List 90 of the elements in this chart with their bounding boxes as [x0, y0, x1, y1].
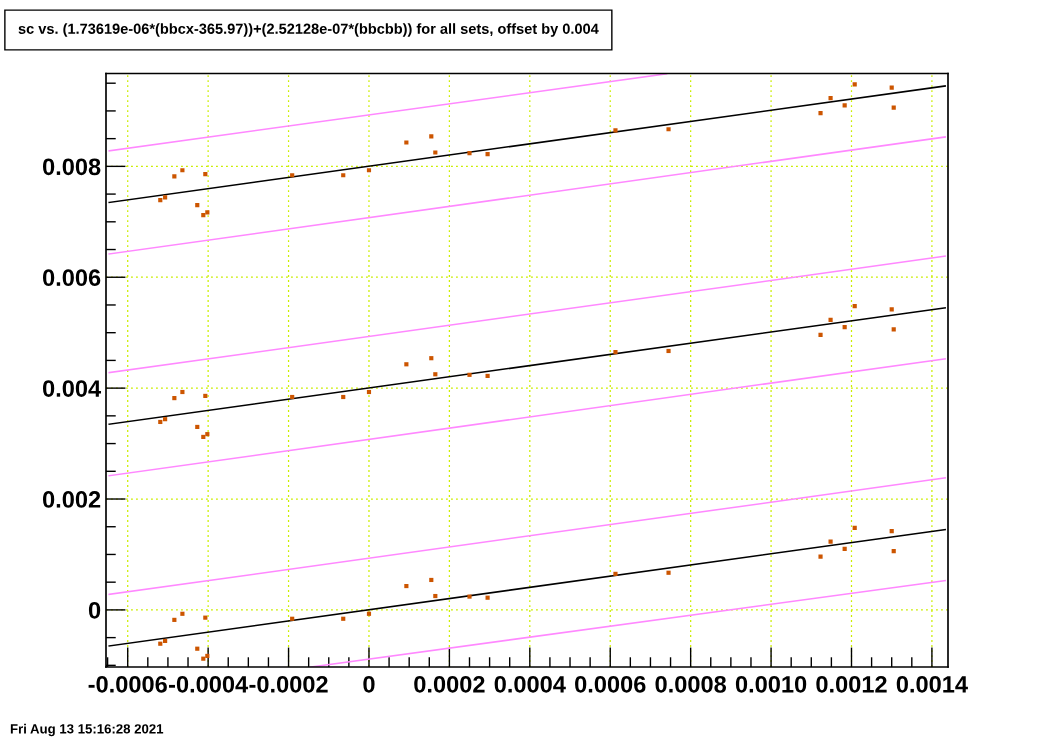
point: [613, 571, 618, 576]
point: [195, 424, 200, 430]
point: [172, 396, 177, 401]
point: [889, 85, 894, 90]
point: [842, 546, 847, 551]
point: [485, 595, 490, 600]
point: [180, 168, 185, 173]
point: [203, 172, 208, 177]
point: [828, 539, 833, 544]
x-tick-label: 0.0012: [816, 675, 887, 693]
point: [891, 105, 896, 110]
point: [158, 419, 163, 425]
point: [891, 549, 896, 554]
point: [467, 372, 472, 377]
point: [404, 362, 409, 367]
y-tick-label: 0.002: [42, 491, 101, 508]
point: [290, 394, 295, 400]
point: [205, 432, 210, 437]
point: [172, 617, 177, 622]
point: [467, 150, 472, 156]
x-tick-label: -0.0002: [249, 675, 328, 693]
point: [666, 348, 671, 354]
point: [828, 317, 833, 323]
point: [203, 615, 208, 620]
x-tick-label: 0.0008: [655, 675, 727, 693]
y-tick-label: 0.006: [42, 269, 101, 287]
point: [666, 570, 671, 575]
point: [433, 372, 438, 377]
x-tick-label: 0.0004: [494, 675, 566, 693]
point: [201, 213, 206, 218]
y-tick-label: 0.008: [42, 158, 101, 176]
point: [433, 150, 438, 155]
point: [852, 525, 857, 530]
point: [404, 140, 409, 145]
point: [201, 656, 206, 661]
point: [341, 173, 346, 178]
x-tick-label: 0.0006: [575, 675, 646, 693]
point: [433, 593, 438, 599]
point: [891, 327, 896, 332]
point: [818, 332, 823, 337]
point: [201, 434, 206, 439]
x-tick-label: -0.0004: [169, 675, 249, 693]
point: [828, 96, 833, 101]
point: [818, 111, 823, 116]
point: [366, 611, 372, 616]
x-tick-label: 0.0014: [896, 675, 968, 693]
point: [205, 210, 210, 215]
x-tick-label: 0.0010: [735, 675, 807, 693]
y-tick-label: 0: [88, 601, 101, 619]
point: [341, 616, 346, 621]
y-tick-label: 0.004: [42, 380, 102, 397]
point: [613, 128, 618, 133]
point: [341, 394, 346, 400]
point: [203, 393, 208, 398]
chart-title: sc vs. (1.73619e-06*(bbcx-365.97))+(2.52128e-07*(bbcbb)) for all sets, offset by 0.004: [18, 23, 599, 37]
point: [818, 554, 823, 559]
point: [842, 325, 847, 330]
point: [429, 577, 434, 583]
point: [666, 127, 671, 132]
point: [290, 173, 295, 178]
x-tick-label: -0.0006: [88, 675, 167, 693]
point: [180, 611, 185, 616]
point: [205, 653, 210, 658]
point: [180, 389, 185, 395]
point: [163, 195, 168, 200]
point: [852, 303, 857, 309]
point: [158, 641, 163, 646]
point: [889, 307, 894, 312]
point: [429, 134, 434, 139]
point: [613, 350, 618, 355]
point: [852, 82, 857, 87]
text: Fri Aug 13 15:16:28 2021: [10, 723, 164, 737]
point: [467, 594, 472, 599]
point: [429, 356, 434, 361]
point: [842, 103, 847, 108]
point: [163, 417, 168, 422]
point: [889, 529, 894, 534]
point: [485, 152, 490, 157]
point: [485, 373, 490, 379]
point: [404, 583, 409, 589]
point: [158, 198, 163, 203]
point: [366, 168, 372, 173]
point: [366, 389, 372, 395]
point: [290, 616, 295, 621]
point: [172, 174, 177, 179]
point: [195, 646, 200, 651]
point: [163, 638, 168, 644]
x-tick-label: 0: [363, 675, 375, 693]
point: [195, 203, 200, 208]
x-tick-label: 0.0002: [414, 675, 485, 693]
